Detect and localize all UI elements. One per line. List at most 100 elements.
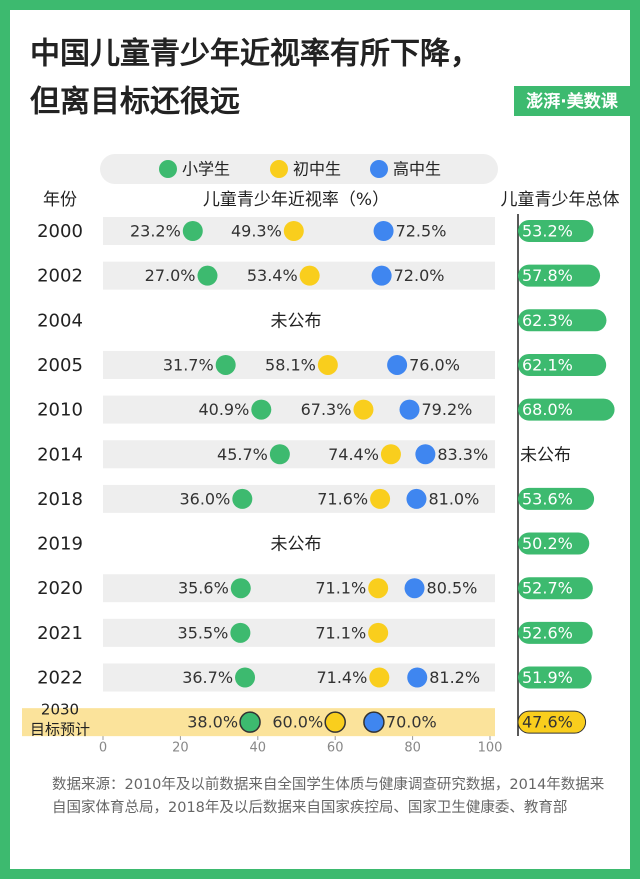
bar xyxy=(518,532,590,555)
bar-value-label: 62.3% xyxy=(522,311,573,330)
dot xyxy=(353,399,374,420)
dot xyxy=(324,711,346,733)
dot xyxy=(399,399,420,420)
legend-label: 初中生 xyxy=(293,160,341,179)
value-label: 23.2% xyxy=(130,222,181,241)
bar xyxy=(518,666,592,689)
category-label: 2002 xyxy=(37,266,83,287)
value-label: 72.0% xyxy=(394,266,445,285)
dot xyxy=(407,667,428,688)
category-label: 2000 xyxy=(37,221,83,242)
dot xyxy=(197,265,218,286)
x-tick-label: 60 xyxy=(327,741,344,756)
source-note: 数据来源：2010年及以前数据来自全国学生体质与健康调查研究数据，2014年数据… xyxy=(52,777,605,816)
value-label: 36.0% xyxy=(179,489,230,508)
unpublished: 未公布 xyxy=(271,535,322,555)
value-label: 49.3% xyxy=(231,222,282,241)
dot xyxy=(230,622,251,643)
x-tick-label: 20 xyxy=(172,741,189,756)
category-label: 2010 xyxy=(37,400,83,421)
category-label: 2004 xyxy=(37,310,83,331)
value-label: 36.7% xyxy=(182,668,233,687)
bar-value-label: 53.2% xyxy=(522,222,573,241)
dot xyxy=(380,444,401,465)
legend-marker xyxy=(370,160,388,178)
dot xyxy=(404,578,425,599)
dot xyxy=(368,578,389,599)
dot xyxy=(368,622,389,643)
category-header: 年份 xyxy=(43,190,77,210)
legend-label: 高中生 xyxy=(393,160,441,179)
value-label: 79.2% xyxy=(422,400,473,419)
dot xyxy=(232,488,253,509)
dot xyxy=(387,354,408,375)
dot xyxy=(215,354,236,375)
row-band xyxy=(103,350,495,379)
category-label: 2019 xyxy=(37,534,83,555)
dot xyxy=(230,578,251,599)
row-band xyxy=(103,484,495,513)
bar-value-label: 68.0% xyxy=(522,400,573,419)
x-tick-label: 40 xyxy=(250,741,267,756)
logo: 澎湃·美数课 xyxy=(526,91,618,112)
bar xyxy=(518,577,593,600)
bar xyxy=(518,309,607,332)
value-label: 81.2% xyxy=(429,668,480,687)
value-label: 70.0% xyxy=(386,713,437,732)
value-label: 83.3% xyxy=(437,445,488,464)
legend-bg xyxy=(100,154,498,184)
dot xyxy=(371,265,392,286)
bar-value-label: 57.8% xyxy=(522,266,573,285)
value-label: 27.0% xyxy=(145,266,196,285)
dot xyxy=(369,667,390,688)
unpublished: 未公布 xyxy=(520,445,571,465)
category-label: 2005 xyxy=(37,355,83,376)
row-band xyxy=(103,440,495,469)
value-label: 71.6% xyxy=(317,489,368,508)
dot xyxy=(317,354,338,375)
value-label: 80.5% xyxy=(427,579,478,598)
value-label: 31.7% xyxy=(163,355,214,374)
dot xyxy=(269,444,290,465)
bar-value-label: 53.6% xyxy=(522,489,573,508)
target-label: 目标预计 xyxy=(30,721,90,739)
bar xyxy=(518,220,594,242)
unpublished: 未公布 xyxy=(271,311,322,331)
x-axis-label: 儿童青少年近视率（%） xyxy=(203,190,389,210)
row-band xyxy=(103,261,495,290)
dot xyxy=(299,265,320,286)
value-label: 71.1% xyxy=(315,579,366,598)
category-label: 2018 xyxy=(37,489,83,510)
legend-marker xyxy=(270,160,288,178)
value-label: 45.7% xyxy=(217,445,268,464)
value-label: 40.9% xyxy=(198,400,249,419)
bar-value-label: 62.1% xyxy=(522,355,573,374)
x-tick-label: 80 xyxy=(404,741,421,756)
bar xyxy=(518,264,601,287)
bar-value-label: 47.6% xyxy=(522,713,573,732)
bar-value-label: 51.9% xyxy=(522,668,573,687)
bar xyxy=(518,621,593,644)
row-band xyxy=(103,574,495,603)
value-label: 38.0% xyxy=(187,713,238,732)
dot xyxy=(283,221,304,241)
title-line: 但离目标还很远 xyxy=(30,85,240,120)
dot xyxy=(182,221,203,241)
dot xyxy=(239,711,261,733)
value-label: 71.4% xyxy=(316,668,367,687)
value-label: 71.1% xyxy=(315,623,366,642)
dot xyxy=(363,711,385,733)
bar-value-label: 50.2% xyxy=(522,534,573,553)
category-label: 2022 xyxy=(37,668,83,689)
value-label: 74.4% xyxy=(328,445,379,464)
dot xyxy=(251,399,272,420)
row-band xyxy=(103,395,495,424)
title-line: 中国儿童青少年近视率有所下降， xyxy=(30,37,480,72)
bar-title: 儿童青少年总体 xyxy=(501,190,620,210)
value-label: 58.1% xyxy=(265,355,316,374)
bar-value-label: 52.6% xyxy=(522,623,573,642)
dot xyxy=(373,221,394,241)
value-label: 60.0% xyxy=(272,713,323,732)
logo-bg xyxy=(514,86,630,116)
